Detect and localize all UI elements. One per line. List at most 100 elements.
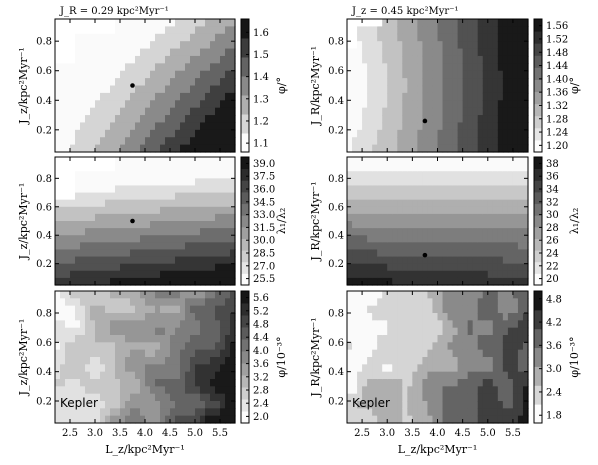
heatmap-cell [402, 270, 408, 279]
heatmap-cell [352, 122, 358, 131]
heatmap-cell [170, 26, 176, 35]
heatmap-cell [407, 144, 413, 153]
heatmap-cell [210, 298, 216, 307]
heatmap-cell [412, 228, 418, 236]
heatmap-cell [427, 70, 434, 79]
heatmap-cell [372, 178, 378, 187]
heatmap-cell [452, 164, 459, 172]
heatmap-cell [492, 342, 499, 351]
heatmap-cell [115, 228, 121, 236]
heatmap-cell [382, 100, 388, 109]
heatmap-cell [367, 206, 373, 215]
heatmap-cell [457, 263, 464, 272]
heatmap-cell [145, 263, 151, 272]
y-tick-label: 0.6 [328, 202, 344, 213]
heatmap-cell [517, 164, 524, 172]
heatmap-cell [150, 386, 156, 395]
heatmap-cell [60, 26, 66, 35]
heatmap-cell [472, 263, 479, 272]
heatmap-cell [487, 78, 494, 87]
heatmap-cell [487, 221, 494, 229]
heatmap-cell [392, 249, 398, 258]
heatmap-cell [130, 19, 136, 27]
heatmap-cell [125, 305, 131, 314]
heatmap-cell [462, 92, 469, 101]
heatmap-cell [100, 357, 106, 365]
heatmap-cell [220, 85, 226, 94]
heatmap-cell [120, 55, 126, 64]
heatmap-cell [452, 393, 459, 402]
heatmap-cell [502, 256, 509, 265]
heatmap-cell [502, 92, 509, 101]
heatmap-cell [492, 164, 499, 172]
heatmap-cell [417, 270, 424, 279]
heatmap-cell [105, 357, 111, 365]
heatmap-cell [140, 408, 146, 417]
heatmap-cell [407, 92, 413, 101]
heatmap-cell [447, 137, 454, 146]
heatmap-cell [105, 70, 111, 79]
heatmap-cell [437, 41, 444, 50]
heatmap-cell [145, 107, 151, 116]
x-tick-label: 2.5 [354, 428, 370, 439]
heatmap-cell [497, 185, 504, 194]
heatmap-cell [417, 342, 424, 351]
heatmap-cell [125, 115, 131, 124]
heatmap-cell [210, 199, 216, 208]
heatmap-cell [352, 48, 358, 57]
heatmap-cell [105, 164, 111, 172]
heatmap-cell [362, 401, 368, 409]
heatmap-cell [417, 55, 424, 64]
heatmap-cell [195, 213, 201, 222]
heatmap-cell [55, 41, 61, 50]
heatmap-cell [145, 157, 151, 165]
heatmap-cell [452, 228, 459, 236]
heatmap-cell [230, 33, 236, 42]
heatmap-cell [90, 129, 96, 138]
heatmap-cell [347, 107, 353, 116]
heatmap-cell [477, 185, 484, 194]
heatmap-cell [492, 137, 499, 146]
heatmap-cell [85, 335, 91, 343]
heatmap-cell [80, 185, 86, 194]
heatmap-cell [492, 115, 499, 124]
heatmap-cell [387, 19, 393, 27]
y-tick-label: 0.4 [328, 231, 344, 242]
heatmap-cell [402, 115, 408, 124]
heatmap-cell [160, 199, 166, 208]
heatmap-cell [487, 85, 494, 94]
heatmap-cell [115, 63, 121, 72]
heatmap-cell [512, 107, 519, 116]
heatmap-cell [160, 33, 166, 42]
heatmap-cell [75, 41, 81, 50]
heatmap-cell [95, 401, 101, 409]
heatmap-cell [95, 320, 101, 329]
heatmap-cell [472, 213, 479, 222]
heatmap-cell [507, 48, 514, 57]
heatmap-cell [467, 335, 474, 343]
heatmap-cell [417, 157, 424, 165]
heatmap-cell [482, 221, 489, 229]
heatmap-cell [412, 78, 418, 87]
heatmap-cell [472, 55, 479, 64]
heatmap-cell [205, 305, 211, 314]
heatmap-cell [105, 291, 111, 299]
heatmap-cell [482, 206, 489, 215]
heatmap-cell [105, 335, 111, 343]
heatmap-cell [392, 235, 398, 243]
heatmap-cell [100, 164, 106, 172]
heatmap-cell [230, 19, 236, 27]
heatmap-cell [382, 357, 388, 365]
heatmap-cell [417, 291, 424, 299]
heatmap-cell [422, 277, 429, 286]
heatmap-cell [437, 144, 444, 153]
heatmap-cell [407, 129, 413, 138]
heatmap-cell [452, 379, 459, 387]
heatmap-cell [437, 249, 444, 258]
heatmap-cell [467, 213, 474, 222]
colorbar-segment [241, 114, 249, 134]
colorbar-tick-label: 37.5 [253, 172, 275, 183]
heatmap-cell [472, 364, 479, 373]
heatmap-cell [472, 349, 479, 358]
heatmap-cell [502, 199, 509, 208]
